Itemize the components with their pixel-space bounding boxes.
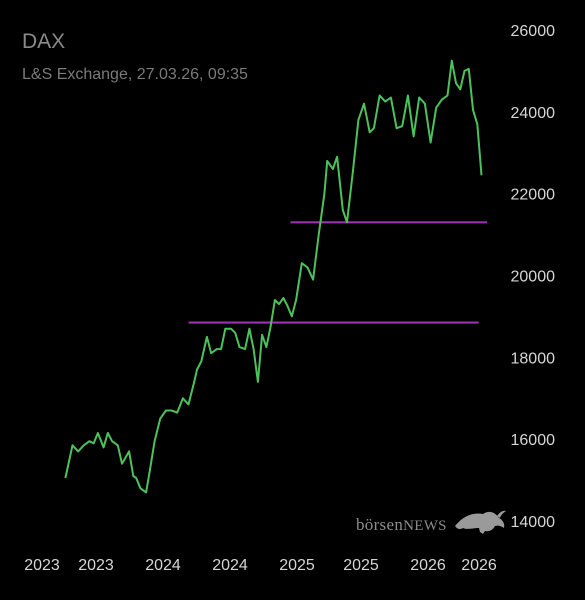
y-tick-label: 18000 bbox=[511, 350, 556, 367]
x-tick-label: 2025 bbox=[343, 557, 379, 574]
chart-subtitle: L&S Exchange, 27.03.26, 09:35 bbox=[22, 66, 248, 83]
y-tick-label: 22000 bbox=[511, 187, 556, 204]
x-tick-label: 2026 bbox=[461, 557, 497, 574]
y-tick-label: 14000 bbox=[511, 514, 556, 531]
chart-title: DAX bbox=[22, 30, 66, 53]
y-tick-label: 20000 bbox=[511, 269, 556, 286]
x-tick-label: 2026 bbox=[410, 557, 446, 574]
watermark-logo: börsenNEWS bbox=[356, 510, 507, 536]
y-tick-label: 16000 bbox=[511, 432, 556, 449]
x-tick-label: 2023 bbox=[24, 557, 60, 574]
bull-icon bbox=[455, 510, 507, 535]
watermark-suffix: NEWS bbox=[403, 518, 447, 534]
x-tick-label: 2025 bbox=[279, 557, 315, 574]
watermark-prefix: börsen bbox=[356, 515, 404, 534]
series-line-0 bbox=[64, 59, 483, 494]
x-tick-label: 2024 bbox=[212, 557, 248, 574]
x-tick-label: 2023 bbox=[78, 557, 114, 574]
x-tick-label: 2024 bbox=[145, 557, 181, 574]
y-tick-label: 26000 bbox=[511, 23, 556, 40]
y-tick-label: 24000 bbox=[511, 105, 556, 122]
